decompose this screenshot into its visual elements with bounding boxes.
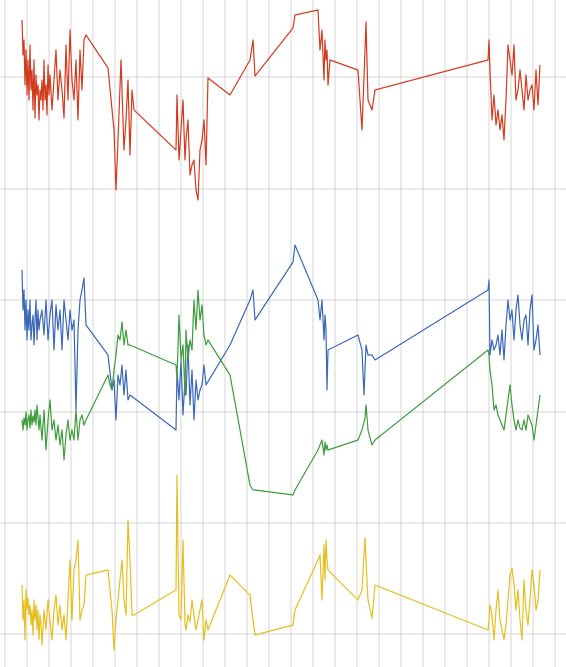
chart-series-group	[21, 9, 541, 651]
series-line-2	[21, 244, 541, 431]
series-line-4	[21, 474, 541, 651]
series-line-1	[21, 9, 541, 201]
series-line-3	[21, 289, 541, 496]
